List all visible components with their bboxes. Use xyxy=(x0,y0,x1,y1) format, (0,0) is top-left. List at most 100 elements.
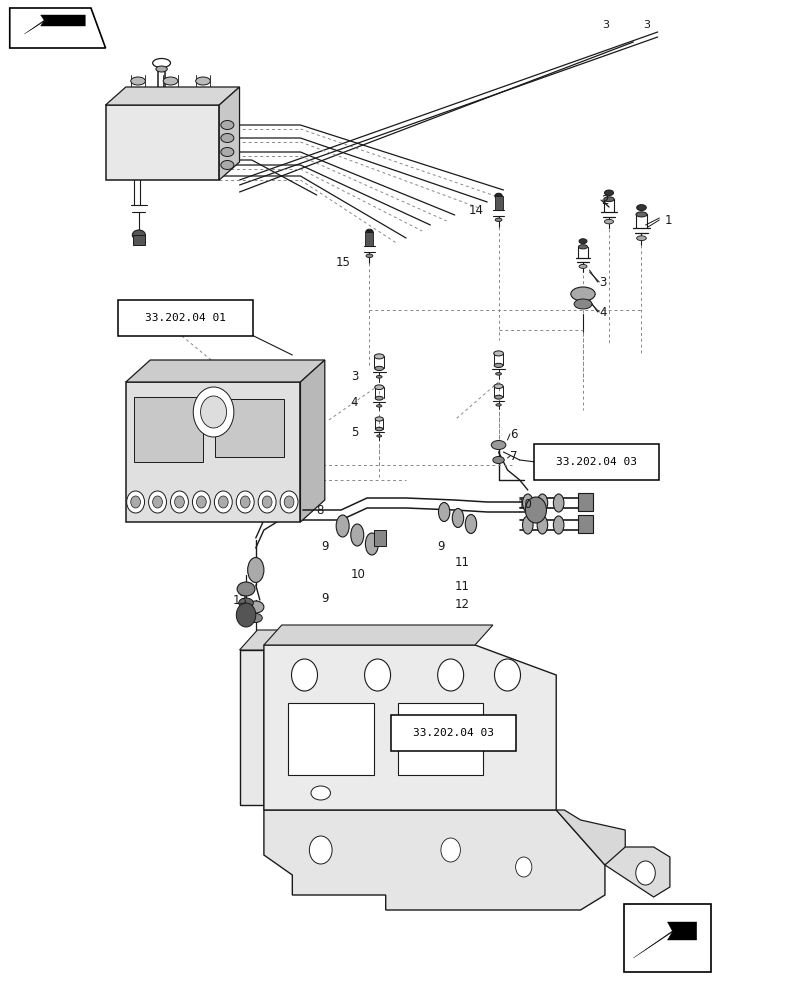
Circle shape xyxy=(437,659,463,691)
Ellipse shape xyxy=(221,147,234,156)
Text: 3: 3 xyxy=(599,275,606,288)
Polygon shape xyxy=(239,630,281,650)
Ellipse shape xyxy=(492,456,504,464)
Ellipse shape xyxy=(635,212,646,217)
Polygon shape xyxy=(126,360,324,382)
Bar xyxy=(373,530,385,546)
Ellipse shape xyxy=(578,264,586,268)
Ellipse shape xyxy=(553,494,564,512)
Ellipse shape xyxy=(495,218,501,222)
Text: 1: 1 xyxy=(663,214,671,227)
Circle shape xyxy=(635,861,654,885)
Circle shape xyxy=(240,496,250,508)
Polygon shape xyxy=(264,625,492,645)
Ellipse shape xyxy=(311,786,330,800)
Polygon shape xyxy=(105,87,239,105)
Ellipse shape xyxy=(570,287,594,301)
Ellipse shape xyxy=(522,516,533,534)
Ellipse shape xyxy=(238,598,253,608)
Circle shape xyxy=(525,497,546,523)
FancyBboxPatch shape xyxy=(534,444,659,480)
Ellipse shape xyxy=(493,384,503,389)
Text: 6: 6 xyxy=(509,428,517,440)
Ellipse shape xyxy=(494,363,502,367)
Polygon shape xyxy=(24,15,85,34)
Polygon shape xyxy=(633,922,696,958)
Ellipse shape xyxy=(365,229,373,235)
Circle shape xyxy=(196,496,206,508)
Ellipse shape xyxy=(249,613,262,622)
Circle shape xyxy=(440,838,460,862)
Polygon shape xyxy=(264,645,556,810)
Text: 9: 9 xyxy=(321,591,328,604)
Text: 13: 13 xyxy=(233,594,247,607)
Circle shape xyxy=(127,491,144,513)
Ellipse shape xyxy=(465,514,476,534)
Circle shape xyxy=(258,491,276,513)
Circle shape xyxy=(494,659,520,691)
Ellipse shape xyxy=(636,236,646,241)
Polygon shape xyxy=(264,810,604,910)
Text: 11: 11 xyxy=(454,580,469,593)
Ellipse shape xyxy=(247,558,264,582)
Text: 4: 4 xyxy=(350,396,358,410)
Circle shape xyxy=(291,659,317,691)
Bar xyxy=(215,399,284,457)
Text: 12: 12 xyxy=(454,598,469,611)
Ellipse shape xyxy=(131,77,145,85)
Ellipse shape xyxy=(221,133,234,142)
Circle shape xyxy=(364,659,390,691)
Text: 15: 15 xyxy=(336,255,350,268)
Ellipse shape xyxy=(603,190,613,196)
Ellipse shape xyxy=(553,516,564,534)
Ellipse shape xyxy=(636,205,646,211)
Bar xyxy=(623,904,710,972)
Ellipse shape xyxy=(152,58,170,68)
Text: 14: 14 xyxy=(469,204,483,217)
Text: 3: 3 xyxy=(642,20,649,30)
Circle shape xyxy=(515,857,531,877)
Ellipse shape xyxy=(376,405,381,407)
Ellipse shape xyxy=(493,351,503,356)
Circle shape xyxy=(170,491,188,513)
Ellipse shape xyxy=(573,299,591,309)
Polygon shape xyxy=(219,87,239,180)
Circle shape xyxy=(262,496,272,508)
Circle shape xyxy=(236,603,255,627)
Text: 7: 7 xyxy=(509,450,517,462)
Ellipse shape xyxy=(603,219,613,224)
Ellipse shape xyxy=(494,395,502,399)
Text: 3: 3 xyxy=(350,370,358,383)
Text: 8: 8 xyxy=(315,504,323,516)
Text: 11: 11 xyxy=(454,556,469,568)
Polygon shape xyxy=(604,847,669,897)
Ellipse shape xyxy=(350,524,363,546)
Text: 4: 4 xyxy=(599,306,606,318)
Ellipse shape xyxy=(495,372,501,375)
Ellipse shape xyxy=(247,601,264,613)
Ellipse shape xyxy=(195,77,210,85)
Ellipse shape xyxy=(156,66,167,72)
Bar xyxy=(577,515,592,533)
Ellipse shape xyxy=(237,582,255,596)
Ellipse shape xyxy=(374,354,384,359)
Ellipse shape xyxy=(537,516,547,534)
Bar xyxy=(126,382,300,522)
Ellipse shape xyxy=(375,417,383,421)
Ellipse shape xyxy=(365,533,378,555)
Ellipse shape xyxy=(438,502,449,522)
Text: 33.202.04 01: 33.202.04 01 xyxy=(144,313,225,323)
Bar xyxy=(134,397,203,462)
Polygon shape xyxy=(264,630,281,810)
Ellipse shape xyxy=(375,375,382,378)
Ellipse shape xyxy=(494,193,502,199)
Text: 5: 5 xyxy=(350,426,358,438)
Bar xyxy=(397,703,483,775)
Circle shape xyxy=(309,836,332,864)
Ellipse shape xyxy=(522,494,533,512)
Bar xyxy=(494,196,502,210)
Bar xyxy=(105,105,219,180)
FancyBboxPatch shape xyxy=(390,715,515,751)
Circle shape xyxy=(284,496,294,508)
Circle shape xyxy=(193,387,234,437)
